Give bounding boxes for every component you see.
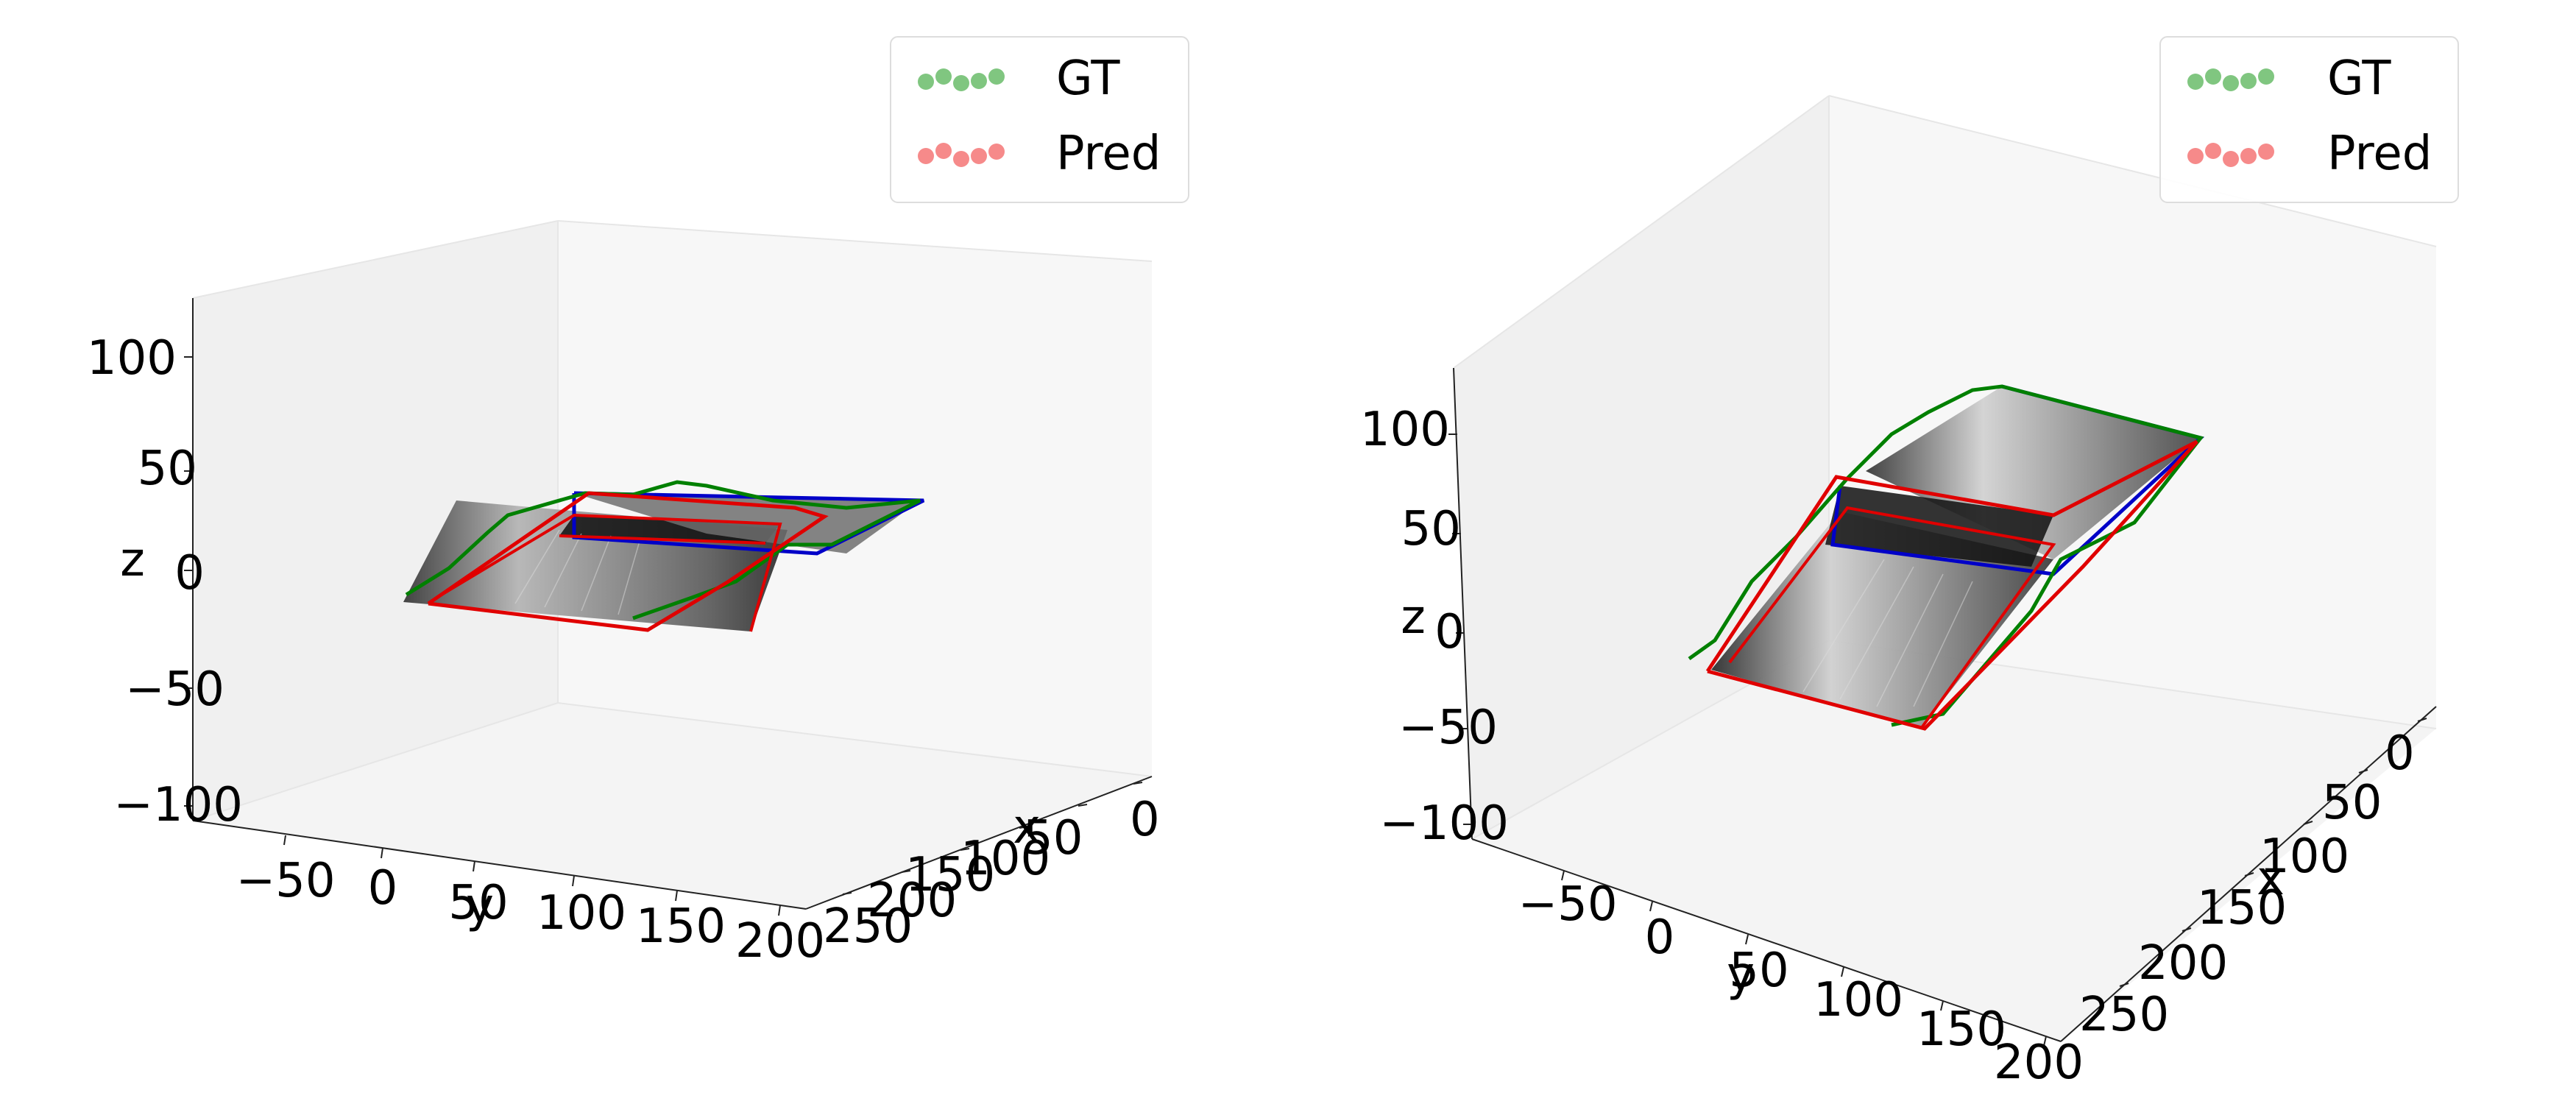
legend-label-gt: GT xyxy=(1056,52,1120,106)
x-tick-label: 0 xyxy=(2385,726,2415,781)
y-tick-label: −50 xyxy=(1518,877,1617,932)
z-tick-label: 0 xyxy=(1434,605,1465,659)
z-axis-line xyxy=(1453,367,1473,840)
legend-marker-gt xyxy=(918,68,1005,91)
y-axis-line xyxy=(192,820,807,910)
image-plane-overlap xyxy=(1825,486,2053,567)
y-tick-label: 50 xyxy=(1729,944,1788,998)
gt-outline xyxy=(405,480,921,620)
y-ticks: −50 0 50 100 150 200 xyxy=(1518,870,2084,1090)
legend-marker-gt xyxy=(2187,68,2274,91)
x-tick-label: 100 xyxy=(2260,829,2349,884)
y-tick-label: −50 xyxy=(236,854,335,908)
z-tick-label: 100 xyxy=(1360,403,1450,457)
x-tick-label: 250 xyxy=(2079,988,2169,1042)
z-ticks: 100 50 0 −50 −100 xyxy=(1360,403,1509,851)
x-ticks: 0 50 100 150 200 250 xyxy=(2079,718,2427,1042)
legend: GT Pred xyxy=(890,36,1189,203)
y-axis-label: y xyxy=(1727,947,1755,1002)
x-axis-label: x xyxy=(1013,800,1041,854)
ultrasound-frames xyxy=(1711,386,2201,729)
blue-frame xyxy=(572,491,925,556)
y-tick-label: 0 xyxy=(368,861,398,916)
z-tick-label: 50 xyxy=(138,442,197,496)
y-tick-label: 200 xyxy=(735,914,825,969)
y-tick-label: 150 xyxy=(636,899,726,954)
x-tick-label: 200 xyxy=(2138,936,2228,991)
image-plane xyxy=(1711,512,2053,729)
z-tick-label: −50 xyxy=(1398,701,1498,755)
z-ticks: 100 50 0 −50 −100 xyxy=(87,331,243,832)
pane-floor xyxy=(193,703,1152,909)
pred-outline-inner xyxy=(440,513,782,632)
y-tick-label: 50 xyxy=(448,876,508,930)
x-tick-label: 200 xyxy=(867,874,957,928)
z-axis-label: z xyxy=(1401,590,1426,645)
pred-outline xyxy=(1705,439,2198,731)
z-tick-label: 0 xyxy=(174,546,205,601)
pane-back-left xyxy=(193,221,558,821)
y-ticks: −50 0 50 100 150 200 xyxy=(236,835,825,969)
y-tick-label: 200 xyxy=(1994,1036,2084,1090)
legend-label-gt: GT xyxy=(2327,52,2391,106)
x-tick-label: 50 xyxy=(1023,811,1083,866)
y-tick-label: 0 xyxy=(1645,910,1675,965)
x-tick-label: 100 xyxy=(960,832,1050,886)
y-axis-line xyxy=(1471,838,2062,1042)
speckle-lines xyxy=(1802,559,1973,707)
x-tick-label: 150 xyxy=(2197,881,2287,935)
y-tick-label: 150 xyxy=(1917,1002,2006,1057)
pane-floor xyxy=(1472,640,2436,1041)
z-axis-label: z xyxy=(120,533,145,587)
x-axis-line xyxy=(805,776,1153,910)
y-tick-label: 100 xyxy=(537,886,626,941)
x-tick-label: 50 xyxy=(2322,776,2382,830)
x-tick-label: 0 xyxy=(1130,793,1160,847)
z-tick-label: 50 xyxy=(1401,502,1461,556)
legend-label-pred: Pred xyxy=(1056,127,1161,181)
y-tick-label: 100 xyxy=(1814,973,1903,1027)
z-tick-label: −100 xyxy=(113,778,243,832)
z-tick-label: 100 xyxy=(87,331,177,386)
legend: GT Pred xyxy=(2159,36,2459,203)
subplot-left: 100 50 0 −50 −100 z −50 0 50 100 150 200 xyxy=(87,36,1189,969)
axis-lines xyxy=(192,298,1153,910)
x-tick-label: 250 xyxy=(823,899,913,954)
image-plane-back xyxy=(1866,386,2201,559)
pred-inner-strip xyxy=(559,534,766,545)
pred-outline-inner xyxy=(1728,506,2056,730)
pane-edges xyxy=(192,220,1153,821)
gt-outline xyxy=(1688,384,2204,727)
legend-marker-pred xyxy=(2187,143,2274,167)
x-axis-label: x xyxy=(2257,852,2285,906)
legend-marker-pred xyxy=(918,143,1005,167)
pred-outline xyxy=(427,491,829,632)
z-tick-label: −100 xyxy=(1379,796,1509,851)
z-tick-label: −50 xyxy=(125,662,224,717)
subplot-right: 100 50 0 −50 −100 z −50 0 50 100 150 200 xyxy=(1360,36,2459,1090)
legend-label-pred: Pred xyxy=(2327,127,2432,181)
y-axis-label: y xyxy=(466,879,494,933)
x-ticks: 0 50 100 150 200 250 xyxy=(823,782,1160,954)
speckle-lines xyxy=(514,529,641,615)
x-tick-label: 150 xyxy=(905,848,995,902)
